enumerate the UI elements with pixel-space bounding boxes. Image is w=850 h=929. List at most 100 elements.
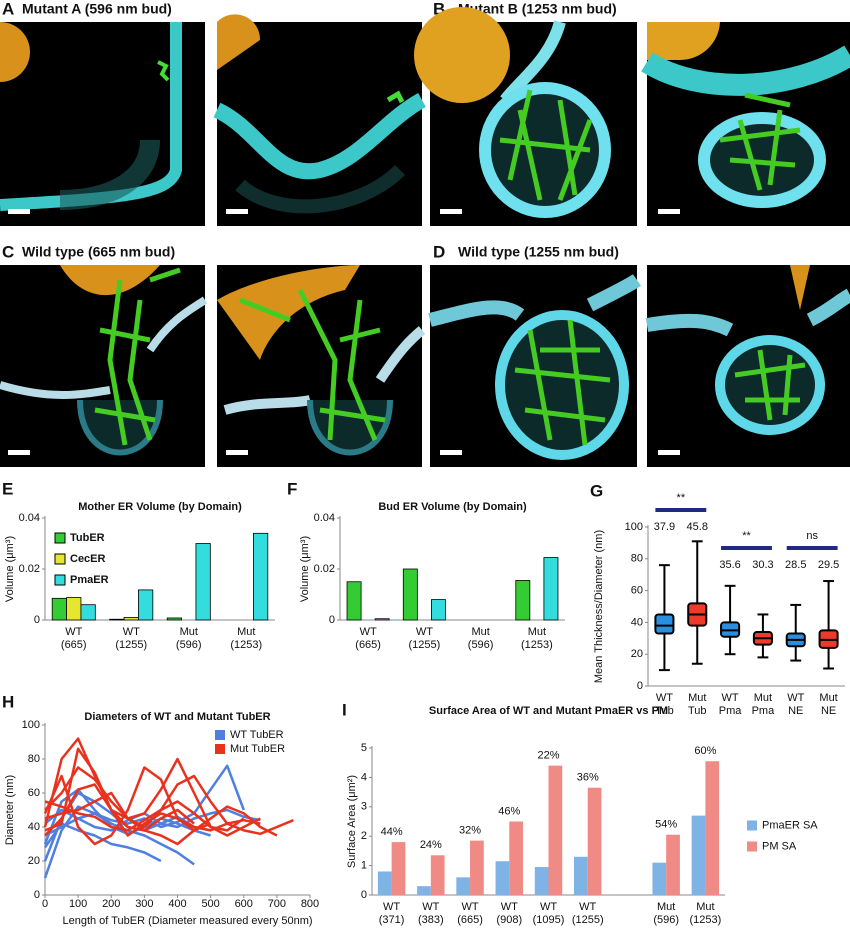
y-tick-label: 100 [625, 521, 643, 533]
bar [417, 886, 431, 895]
percent-label: 22% [537, 750, 559, 762]
bar [456, 877, 471, 895]
er [386, 90, 405, 104]
percent-label: 54% [655, 819, 677, 831]
micrograph [213, 14, 426, 226]
bud-mesh [235, 164, 405, 214]
panel-letter: I [342, 700, 347, 719]
label-line: (908) [496, 914, 522, 926]
label-line: Mut [819, 692, 837, 704]
x-tick-label: Mut (1253) [521, 626, 553, 651]
chart-title: Diameters of WT and Mutant TubER [84, 711, 270, 723]
y-axis-label: Diameter (nm) [4, 775, 16, 845]
mean-label: 45.8 [687, 521, 708, 533]
bar [66, 597, 82, 621]
legend-label: PM SA [762, 840, 797, 852]
bar [691, 815, 706, 895]
x-tick-label: Mut NE [819, 692, 837, 717]
y-tick-label: 0.02 [19, 563, 40, 575]
x-tick-label: WT (665) [355, 626, 381, 651]
legend-label: PmaER [70, 574, 109, 586]
x-tick-label: Mut (1253) [689, 901, 721, 926]
y-tick-label: 0 [361, 889, 367, 901]
bar [109, 618, 125, 621]
x-tick-label: 0 [42, 898, 48, 910]
label-line: WT [416, 626, 433, 638]
y-tick-label: 80 [28, 753, 40, 765]
micrograph [641, 22, 850, 226]
x-tick-label: 700 [268, 898, 286, 910]
x-tick-label: WT (665) [457, 901, 483, 926]
vacuole [217, 265, 360, 360]
x-tick-label: WT Tub [655, 692, 674, 717]
legend-swatch [215, 744, 225, 754]
panel-title: Wild type (665 nm bud) [22, 244, 175, 260]
er [239, 288, 386, 441]
bar [402, 568, 418, 621]
bar [652, 862, 667, 895]
panel-title: Wild type (1255 nm bud) [458, 244, 619, 260]
x-tick-label: Mut Tub [688, 692, 707, 717]
line [43, 737, 195, 832]
bar [80, 604, 96, 621]
y-tick-label: 2 [361, 830, 367, 842]
label-line: Tub [655, 705, 674, 717]
label-line: Mut [528, 626, 546, 638]
label-line: NE [788, 705, 803, 717]
label-line: (665) [355, 639, 381, 651]
scale-bar [658, 450, 680, 455]
micrograph [414, 7, 637, 226]
scale-bar [226, 209, 248, 214]
label-line: WT [501, 901, 518, 913]
bar [391, 842, 406, 895]
label-line: Mut [688, 692, 706, 704]
y-tick-label: 0 [34, 889, 40, 901]
bud-mesh [59, 139, 160, 210]
label-line: WT [383, 901, 400, 913]
label-line: (1255) [408, 639, 440, 651]
y-tick-label: 0 [34, 614, 40, 626]
y-tick-label: 80 [631, 553, 643, 565]
x-tick-label: Mut (596) [653, 901, 679, 926]
membrane [223, 326, 426, 415]
y-axis-label: Volume (μm³) [299, 536, 311, 602]
panel-title: Mutant B (1253 nm bud) [458, 1, 617, 17]
label-line: WT [462, 901, 479, 913]
x-tick-label: WT (1095) [533, 901, 565, 926]
label-line: Mut [471, 626, 489, 638]
label-line: WT [722, 692, 739, 704]
mean-label: 28.5 [785, 559, 806, 571]
bar [666, 834, 680, 895]
bar [534, 867, 549, 895]
y-tick-label: 0 [637, 680, 643, 692]
y-tick-label: 5 [361, 742, 367, 754]
significance-label: ns [806, 530, 818, 542]
micrograph [428, 265, 642, 467]
line [43, 766, 212, 846]
y-tick-label: 20 [631, 648, 643, 660]
bar [166, 617, 182, 621]
er [499, 89, 593, 201]
legend-swatch [54, 574, 66, 586]
label-line: Tub [688, 705, 707, 717]
label-line: WT [656, 692, 673, 704]
x-tick-label: WT (665) [61, 626, 87, 651]
bud [495, 310, 629, 460]
percent-label: 46% [498, 805, 520, 817]
panel-letter: E [2, 479, 13, 498]
scale-bar [440, 450, 462, 455]
membrane [428, 274, 642, 327]
bar [573, 856, 588, 895]
x-tick-label: WT (1255) [572, 901, 604, 926]
label-line: (596) [653, 914, 679, 926]
label-line: (383) [418, 914, 444, 926]
x-tick-label: Mut Pma [752, 692, 776, 717]
legend-label: WT TubER [230, 729, 284, 741]
x-tick-label: 100 [69, 898, 87, 910]
percent-label: 60% [694, 745, 716, 757]
y-tick-label: 4 [361, 771, 367, 783]
x-tick-label: WT (383) [418, 901, 444, 926]
x-tick-label: 200 [102, 898, 120, 910]
